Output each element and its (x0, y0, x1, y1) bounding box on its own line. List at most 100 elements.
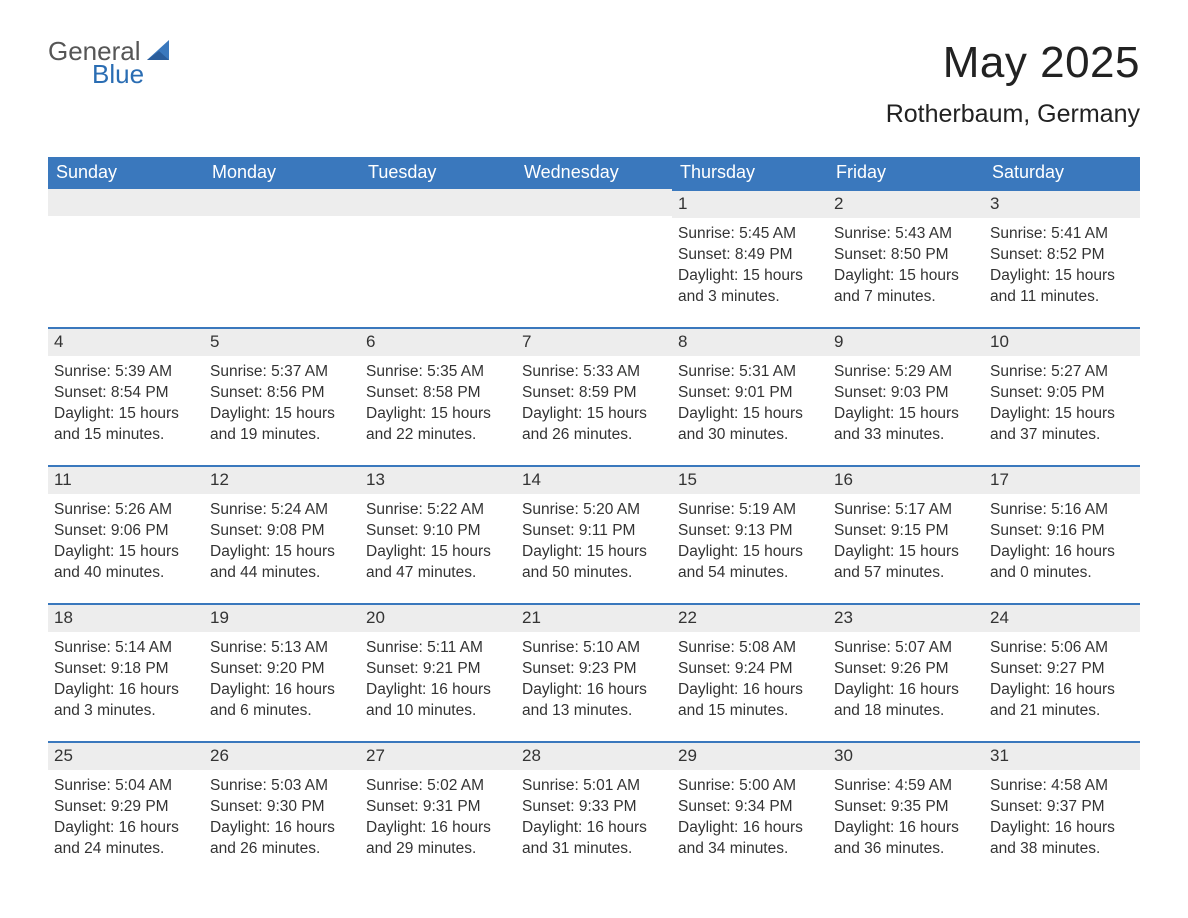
day-number: 24 (984, 603, 1140, 632)
day-number: 18 (48, 603, 204, 632)
calendar-cell: 27Sunrise: 5:02 AMSunset: 9:31 PMDayligh… (360, 741, 516, 879)
daylight-line: Daylight: 15 hours and 54 minutes. (678, 542, 822, 584)
day-number: 12 (204, 465, 360, 494)
sunset-line: Sunset: 8:54 PM (54, 383, 198, 404)
day-details: Sunrise: 5:11 AMSunset: 9:21 PMDaylight:… (360, 632, 516, 726)
day-details: Sunrise: 5:45 AMSunset: 8:49 PMDaylight:… (672, 218, 828, 312)
calendar-cell: 18Sunrise: 5:14 AMSunset: 9:18 PMDayligh… (48, 603, 204, 741)
day-number: 9 (828, 327, 984, 356)
sunset-line: Sunset: 8:49 PM (678, 245, 822, 266)
calendar-cell: 13Sunrise: 5:22 AMSunset: 9:10 PMDayligh… (360, 465, 516, 603)
daylight-line: Daylight: 15 hours and 57 minutes. (834, 542, 978, 584)
sunrise-line: Sunrise: 5:10 AM (522, 638, 666, 659)
calendar-cell: 4Sunrise: 5:39 AMSunset: 8:54 PMDaylight… (48, 327, 204, 465)
day-number: 22 (672, 603, 828, 632)
weekday-header: Sunday (48, 157, 204, 189)
day-details: Sunrise: 5:17 AMSunset: 9:15 PMDaylight:… (828, 494, 984, 588)
sunset-line: Sunset: 9:18 PM (54, 659, 198, 680)
sunrise-line: Sunrise: 5:07 AM (834, 638, 978, 659)
day-number: 1 (672, 189, 828, 218)
calendar-cell (360, 189, 516, 327)
daylight-line: Daylight: 16 hours and 0 minutes. (990, 542, 1134, 584)
daylight-line: Daylight: 16 hours and 34 minutes. (678, 818, 822, 860)
day-number: 29 (672, 741, 828, 770)
calendar-week-row: 11Sunrise: 5:26 AMSunset: 9:06 PMDayligh… (48, 465, 1140, 603)
day-number: 13 (360, 465, 516, 494)
day-number: 2 (828, 189, 984, 218)
calendar-cell: 21Sunrise: 5:10 AMSunset: 9:23 PMDayligh… (516, 603, 672, 741)
empty-day (516, 189, 672, 216)
sunset-line: Sunset: 9:23 PM (522, 659, 666, 680)
sunset-line: Sunset: 9:31 PM (366, 797, 510, 818)
day-number: 3 (984, 189, 1140, 218)
weekday-header: Saturday (984, 157, 1140, 189)
calendar-cell: 1Sunrise: 5:45 AMSunset: 8:49 PMDaylight… (672, 189, 828, 327)
day-number: 27 (360, 741, 516, 770)
sunset-line: Sunset: 9:35 PM (834, 797, 978, 818)
sunset-line: Sunset: 9:01 PM (678, 383, 822, 404)
day-number: 30 (828, 741, 984, 770)
sunset-line: Sunset: 9:30 PM (210, 797, 354, 818)
sunset-line: Sunset: 8:52 PM (990, 245, 1134, 266)
calendar-cell: 23Sunrise: 5:07 AMSunset: 9:26 PMDayligh… (828, 603, 984, 741)
day-number: 16 (828, 465, 984, 494)
day-number: 6 (360, 327, 516, 356)
day-number: 4 (48, 327, 204, 356)
sunset-line: Sunset: 9:27 PM (990, 659, 1134, 680)
sunset-line: Sunset: 8:56 PM (210, 383, 354, 404)
day-number: 14 (516, 465, 672, 494)
title-block: May 2025 Rotherbaum, Germany (886, 38, 1140, 129)
calendar-cell (516, 189, 672, 327)
day-number: 15 (672, 465, 828, 494)
sunrise-line: Sunrise: 5:22 AM (366, 500, 510, 521)
day-details: Sunrise: 5:41 AMSunset: 8:52 PMDaylight:… (984, 218, 1140, 312)
sunrise-line: Sunrise: 5:24 AM (210, 500, 354, 521)
calendar-cell: 9Sunrise: 5:29 AMSunset: 9:03 PMDaylight… (828, 327, 984, 465)
sunset-line: Sunset: 9:06 PM (54, 521, 198, 542)
sunrise-line: Sunrise: 5:26 AM (54, 500, 198, 521)
sunrise-line: Sunrise: 5:35 AM (366, 362, 510, 383)
day-details: Sunrise: 5:14 AMSunset: 9:18 PMDaylight:… (48, 632, 204, 726)
day-details: Sunrise: 5:02 AMSunset: 9:31 PMDaylight:… (360, 770, 516, 864)
sunset-line: Sunset: 9:24 PM (678, 659, 822, 680)
day-details: Sunrise: 5:35 AMSunset: 8:58 PMDaylight:… (360, 356, 516, 450)
calendar-cell: 6Sunrise: 5:35 AMSunset: 8:58 PMDaylight… (360, 327, 516, 465)
day-details: Sunrise: 5:22 AMSunset: 9:10 PMDaylight:… (360, 494, 516, 588)
sunset-line: Sunset: 9:10 PM (366, 521, 510, 542)
weekday-header: Monday (204, 157, 360, 189)
calendar-week-row: 18Sunrise: 5:14 AMSunset: 9:18 PMDayligh… (48, 603, 1140, 741)
sunrise-line: Sunrise: 5:06 AM (990, 638, 1134, 659)
sunrise-line: Sunrise: 5:16 AM (990, 500, 1134, 521)
sunrise-line: Sunrise: 5:33 AM (522, 362, 666, 383)
day-details: Sunrise: 5:39 AMSunset: 8:54 PMDaylight:… (48, 356, 204, 450)
sunset-line: Sunset: 9:21 PM (366, 659, 510, 680)
sunset-line: Sunset: 9:15 PM (834, 521, 978, 542)
daylight-line: Daylight: 16 hours and 13 minutes. (522, 680, 666, 722)
calendar-cell (48, 189, 204, 327)
calendar-cell: 2Sunrise: 5:43 AMSunset: 8:50 PMDaylight… (828, 189, 984, 327)
calendar-cell: 10Sunrise: 5:27 AMSunset: 9:05 PMDayligh… (984, 327, 1140, 465)
day-details: Sunrise: 5:26 AMSunset: 9:06 PMDaylight:… (48, 494, 204, 588)
day-details: Sunrise: 5:33 AMSunset: 8:59 PMDaylight:… (516, 356, 672, 450)
day-details: Sunrise: 5:10 AMSunset: 9:23 PMDaylight:… (516, 632, 672, 726)
page-location: Rotherbaum, Germany (886, 100, 1140, 129)
daylight-line: Daylight: 15 hours and 40 minutes. (54, 542, 198, 584)
daylight-line: Daylight: 16 hours and 15 minutes. (678, 680, 822, 722)
daylight-line: Daylight: 15 hours and 19 minutes. (210, 404, 354, 446)
sunset-line: Sunset: 9:33 PM (522, 797, 666, 818)
calendar-cell: 31Sunrise: 4:58 AMSunset: 9:37 PMDayligh… (984, 741, 1140, 879)
sunset-line: Sunset: 9:08 PM (210, 521, 354, 542)
calendar-cell: 12Sunrise: 5:24 AMSunset: 9:08 PMDayligh… (204, 465, 360, 603)
calendar-cell: 29Sunrise: 5:00 AMSunset: 9:34 PMDayligh… (672, 741, 828, 879)
sunrise-line: Sunrise: 4:59 AM (834, 776, 978, 797)
weekday-header: Wednesday (516, 157, 672, 189)
calendar-cell (204, 189, 360, 327)
day-number: 19 (204, 603, 360, 632)
sunrise-line: Sunrise: 5:19 AM (678, 500, 822, 521)
header-bar: General Blue May 2025 Rotherbaum, German… (48, 38, 1140, 129)
weekday-header: Friday (828, 157, 984, 189)
daylight-line: Daylight: 16 hours and 10 minutes. (366, 680, 510, 722)
sunset-line: Sunset: 9:26 PM (834, 659, 978, 680)
calendar-table: SundayMondayTuesdayWednesdayThursdayFrid… (48, 157, 1140, 879)
daylight-line: Daylight: 16 hours and 29 minutes. (366, 818, 510, 860)
